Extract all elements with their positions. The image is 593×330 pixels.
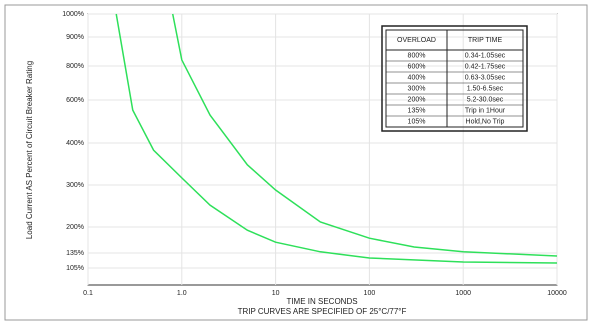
trip-curve bbox=[171, 13, 558, 257]
x-tick-label: 1000 bbox=[455, 290, 471, 297]
table-cell: 1.50-6.5sec bbox=[467, 85, 504, 92]
y-tick-label: 200% bbox=[66, 224, 84, 231]
table-cell: 0.42-1.75sec bbox=[465, 63, 506, 70]
y-tick-label: 300% bbox=[66, 182, 84, 189]
table-cell: 135% bbox=[408, 107, 426, 114]
frame bbox=[4, 4, 588, 321]
subtitle: TRIP CURVES ARE SPECIFIED OF 25°C/77°F bbox=[238, 307, 407, 316]
table-cell: 0.34-1.05sec bbox=[465, 52, 506, 59]
y-tick-label: 600% bbox=[66, 97, 84, 104]
x-axis-title: TIME IN SECONDS bbox=[286, 297, 357, 306]
table-cell: 200% bbox=[408, 96, 426, 103]
x-tick-label: 10 bbox=[272, 290, 280, 297]
table-border bbox=[385, 29, 524, 128]
table-cell: 5.2-30.0sec bbox=[467, 96, 504, 103]
table-header: OVERLOAD bbox=[397, 37, 436, 44]
table-cell: 600% bbox=[408, 63, 426, 70]
table-cell: Hold,No Trip bbox=[466, 118, 505, 125]
y-tick-label: 135% bbox=[66, 250, 84, 257]
table-cell: Trip in 1Hour bbox=[465, 107, 506, 114]
y-tick-label: 900% bbox=[66, 34, 84, 41]
y-axis-title: Load Current AS Percent of Circuit Break… bbox=[25, 61, 34, 239]
x-tick-label: 1.0 bbox=[177, 290, 187, 297]
x-tick-label: 100 bbox=[364, 290, 376, 297]
x-tick-label: 0.1 bbox=[83, 290, 93, 297]
table-header: TRIP TIME bbox=[468, 37, 503, 44]
y-tick-label: 1000% bbox=[62, 11, 84, 18]
table-cell: 0.63-3.05sec bbox=[465, 74, 506, 81]
table-cell: 800% bbox=[408, 52, 426, 59]
table-cell: 300% bbox=[408, 85, 426, 92]
table-cell: 400% bbox=[408, 74, 426, 81]
trip-curve bbox=[115, 13, 558, 264]
table-cell: 105% bbox=[408, 118, 426, 125]
y-tick-label: 400% bbox=[66, 140, 84, 147]
y-tick-label: 105% bbox=[66, 265, 84, 272]
table-frame bbox=[381, 25, 528, 132]
x-tick-label: 10000 bbox=[547, 290, 567, 297]
y-tick-label: 800% bbox=[66, 63, 84, 70]
